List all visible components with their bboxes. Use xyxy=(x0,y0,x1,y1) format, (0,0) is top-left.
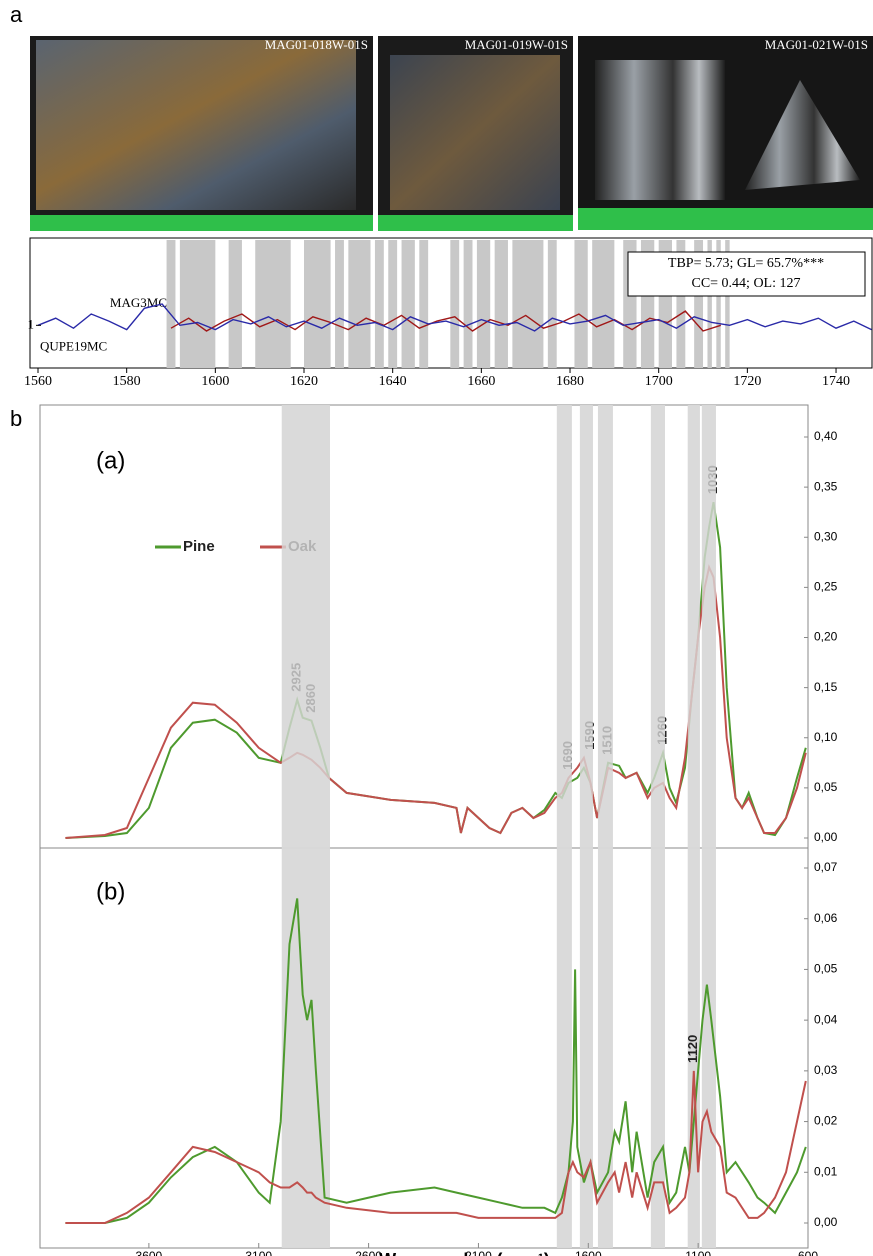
y-tick-label: 0,07 xyxy=(814,860,838,874)
photo: MAG01-021W-01S xyxy=(578,36,873,230)
photo-label: MAG01-021W-01S xyxy=(765,37,868,52)
y-tick-label: 0,06 xyxy=(814,911,838,925)
panel-label: (b) xyxy=(96,878,125,905)
y-tick-label: 0,15 xyxy=(814,680,838,694)
shaded-range xyxy=(402,240,415,368)
shaded-range xyxy=(167,240,176,368)
x-tick-label: 1600 xyxy=(201,374,229,389)
y-tick-label: 0,02 xyxy=(814,1114,838,1128)
shaded-range xyxy=(335,240,344,368)
x-axis-label: Wavenumber (cm⁻¹) xyxy=(379,1250,550,1256)
photo: MAG01-019W-01S xyxy=(378,36,573,231)
shaded-range xyxy=(464,240,473,368)
shaded-range xyxy=(229,240,242,368)
annotation: CC= 0.44; OL: 127 xyxy=(691,276,800,291)
legend-label: Pine xyxy=(183,538,215,555)
y-tick-label: 0,40 xyxy=(814,429,838,443)
shaded-range xyxy=(388,240,397,368)
x-tick-label: 3600 xyxy=(136,1249,163,1256)
x-tick-label: 1100 xyxy=(685,1249,711,1256)
shaded-range xyxy=(477,240,490,368)
panel-label: a xyxy=(10,2,23,27)
y-tick-label: 0,05 xyxy=(814,780,838,794)
y-tick-label: 0,05 xyxy=(814,962,838,976)
x-tick-label: 1700 xyxy=(645,374,673,389)
shaded-range xyxy=(255,240,290,368)
x-tick-label: 1680 xyxy=(556,374,584,389)
shaded-range xyxy=(548,240,557,368)
photo: MAG01-018W-01S xyxy=(30,36,373,231)
x-tick-label: 600 xyxy=(798,1249,818,1256)
shaded-range xyxy=(495,240,508,368)
x-tick-label: 1740 xyxy=(822,374,850,389)
x-tick-label: 1560 xyxy=(24,374,52,389)
y-tick-label: 0,30 xyxy=(814,529,838,543)
x-tick-label: 1600 xyxy=(575,1249,602,1256)
x-tick-label: 1580 xyxy=(113,374,141,389)
photo-label: MAG01-018W-01S xyxy=(265,37,368,52)
shaded-range xyxy=(419,240,428,368)
shaded-range xyxy=(375,240,384,368)
x-tick-label: 1720 xyxy=(733,374,761,389)
shaded-range xyxy=(512,240,543,368)
series-label: QUPE19MC xyxy=(40,338,107,353)
y-tick-label: 0,01 xyxy=(814,1164,838,1178)
shaded-range xyxy=(557,405,572,1248)
x-tick-label: 1620 xyxy=(290,374,318,389)
panel-label: b xyxy=(10,406,22,431)
photo-label: MAG01-019W-01S xyxy=(465,37,568,52)
series-label: MAG3MC xyxy=(110,295,167,310)
shaded-range xyxy=(282,405,330,1248)
shaded-range xyxy=(450,240,459,368)
x-tick-label: 3100 xyxy=(245,1249,272,1256)
peak-label: 1120 xyxy=(685,1035,700,1063)
y-tick-label: 0,10 xyxy=(814,730,838,744)
y-tick-label: 0,04 xyxy=(814,1012,838,1026)
shaded-range xyxy=(580,405,593,1248)
shaded-range xyxy=(304,240,331,368)
shaded-range xyxy=(574,240,587,368)
shaded-range xyxy=(651,405,665,1248)
figure: a b MAG01-018W-01S MAG01-019W-01S MAG01-… xyxy=(0,0,873,1256)
y-tick-label: 0,03 xyxy=(814,1063,838,1077)
y-tick-label: 0,35 xyxy=(814,479,838,493)
x-tick-label: 1660 xyxy=(467,374,495,389)
y-tick-label: 0,00 xyxy=(814,1215,838,1229)
y-tick-label: 0,25 xyxy=(814,580,838,594)
shaded-range xyxy=(598,405,613,1248)
y-tick-label: 0,20 xyxy=(814,630,838,644)
panel-label: (a) xyxy=(96,447,125,474)
shaded-range xyxy=(180,240,215,368)
shaded-range xyxy=(592,240,614,368)
y-tick-label: 1 xyxy=(28,316,35,331)
shaded-range xyxy=(348,240,370,368)
x-tick-label: 1640 xyxy=(379,374,407,389)
annotation: TBP= 5.73; GL= 65.7%*** xyxy=(668,256,824,271)
y-tick-label: 0,00 xyxy=(814,830,838,844)
